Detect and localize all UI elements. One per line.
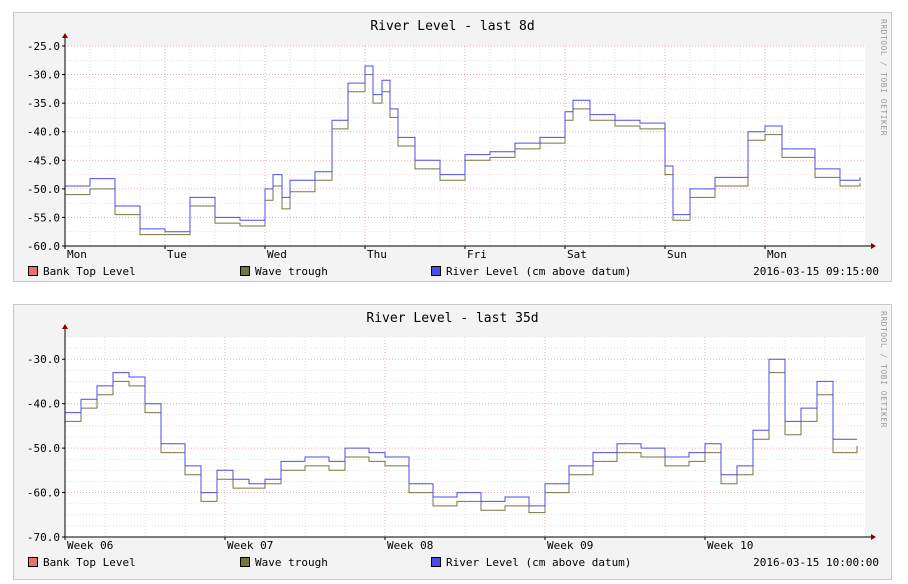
legend-item-wave-trough: Wave trough (240, 556, 328, 569)
chart-title: River Level - last 35d (366, 311, 539, 326)
legend-swatch-bank-top (28, 266, 38, 276)
legend-swatch-wave-trough (240, 557, 250, 567)
x-tick-label: Week 06 (67, 539, 113, 552)
y-tick-label: -50.0 (27, 442, 60, 455)
legend-item-bank-top: Bank Top Level (28, 265, 136, 278)
y-tick-label: -25.0 (27, 40, 60, 53)
x-axis-arrow (871, 534, 876, 540)
y-tick-label: -60.0 (27, 487, 60, 500)
y-tick-label: -70.0 (27, 531, 60, 544)
legend-swatch-river-level (431, 557, 441, 567)
y-tick-label: -35.0 (27, 97, 60, 110)
x-tick-label: Week 08 (387, 539, 433, 552)
x-tick-label: Mon (767, 248, 787, 261)
chart-title: River Level - last 8d (370, 19, 535, 34)
x-tick-label: Wed (267, 248, 287, 261)
chart-35d: -30.0 -40.0 -50.0 -60.0 -70.0 Week 06 Week 07 W… (27, 324, 876, 552)
timestamp: 2016-03-15 10:00:00 (753, 556, 879, 569)
legend-swatch-wave-trough (240, 266, 250, 276)
legend-item-bank-top: Bank Top Level (28, 556, 136, 569)
x-tick-label: Week 09 (547, 539, 593, 552)
legend-label: River Level (cm above datum) (446, 556, 632, 569)
chart-panel-35d: River Level - last 35d RRDTOOL / TOBI OE… (13, 304, 892, 580)
watermark: RRDTOOL / TOBI OETIKER (879, 311, 888, 428)
x-axis-arrow (871, 243, 876, 249)
y-tick-label: -30.0 (27, 69, 60, 82)
x-tick-label: Week 10 (707, 539, 753, 552)
legend-item-river-level: River Level (cm above datum) (431, 265, 631, 278)
river-level-line (65, 358, 857, 507)
y-tick-label: -40.0 (27, 126, 60, 139)
y-tick-label: -50.0 (27, 183, 60, 196)
legend-swatch-river-level (431, 266, 441, 276)
y-axis-arrow (62, 324, 68, 329)
y-tick-label: -60.0 (27, 240, 60, 253)
x-tick-label: Sun (667, 248, 687, 261)
legend-label: Wave trough (255, 265, 328, 278)
legend-item-river-level: River Level (cm above datum) (431, 556, 631, 569)
y-tick-label: -45.0 (27, 154, 60, 167)
legend-label: Bank Top Level (43, 265, 136, 278)
x-tick-label: Fri (467, 248, 487, 261)
x-tick-label: Mon (67, 248, 87, 261)
y-tick-label: -55.0 (27, 211, 60, 224)
x-tick-label: Sat (567, 248, 587, 261)
legend-label: Bank Top Level (43, 556, 136, 569)
x-tick-label: Week 07 (227, 539, 273, 552)
y-tick-label: -30.0 (27, 353, 60, 366)
legend-label: River Level (cm above datum) (446, 265, 632, 278)
legend-item-wave-trough: Wave trough (240, 265, 328, 278)
legend-swatch-bank-top (28, 557, 38, 567)
legend-label: Wave trough (255, 556, 328, 569)
x-tick-label: Thu (367, 248, 387, 261)
x-tick-label: Tue (167, 248, 187, 261)
watermark: RRDTOOL / TOBI OETIKER (879, 19, 888, 136)
timestamp: 2016-03-15 09:15:00 (753, 265, 879, 278)
y-tick-label: -40.0 (27, 398, 60, 411)
chart-panel-8d: River Level - last 8d RRDTOOL / TOBI OET… (13, 12, 892, 282)
river-level-line (65, 65, 861, 233)
chart-8d: -25.0 -30.0 -35.0 -40.0 -45.0 -50.0 -55.0 -60.0… (27, 33, 876, 261)
y-axis-arrow (62, 33, 68, 38)
